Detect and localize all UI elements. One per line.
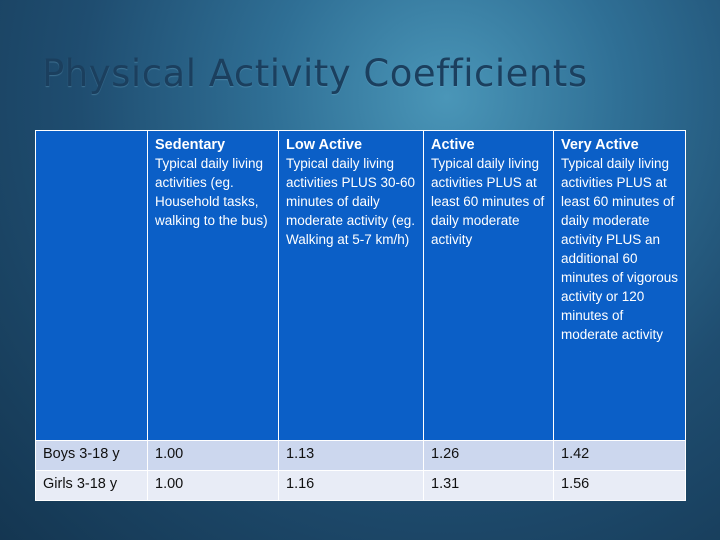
table-cell: 1.42 (553, 440, 686, 471)
table-cell: 1.00 (147, 470, 279, 501)
table-cell: 1.16 (278, 470, 424, 501)
table-cell: 1.13 (278, 440, 424, 471)
column-description: Typical daily living activities PLUS at … (431, 156, 545, 247)
header-cell-sedentary: Sedentary Typical daily living activitie… (147, 130, 279, 441)
column-title: Sedentary (155, 137, 226, 153)
header-cell-active: Active Typical daily living activities P… (423, 130, 554, 441)
row-label: Girls 3-18 y (35, 470, 148, 501)
table-cell: 1.31 (423, 470, 554, 501)
column-description: Typical daily living activities (eg. Hou… (155, 156, 268, 228)
column-title: Very Active (561, 137, 639, 153)
column-title: Low Active (286, 137, 363, 153)
header-cell-low-active: Low Active Typical daily living activiti… (278, 130, 424, 441)
column-description: Typical daily living activities PLUS 30-… (286, 156, 416, 247)
row-label: Boys 3-18 y (35, 440, 148, 471)
column-description: Typical daily living activities PLUS at … (561, 156, 679, 342)
table-cell: 1.26 (423, 440, 554, 471)
column-title: Active (431, 137, 475, 153)
activity-coefficients-table: Sedentary Typical daily living activitie… (35, 130, 686, 501)
header-cell-very-active: Very Active Typical daily living activit… (553, 130, 686, 441)
table-row-boys: Boys 3-18 y 1.00 1.13 1.26 1.42 (35, 440, 686, 471)
table-cell: 1.00 (147, 440, 279, 471)
header-corner-cell (35, 130, 148, 441)
slide-title: Physical Activity Coefficients (42, 52, 588, 95)
table-row-girls: Girls 3-18 y 1.00 1.16 1.31 1.56 (35, 470, 686, 501)
table-cell: 1.56 (553, 470, 686, 501)
header-row: Sedentary Typical daily living activitie… (35, 130, 686, 441)
